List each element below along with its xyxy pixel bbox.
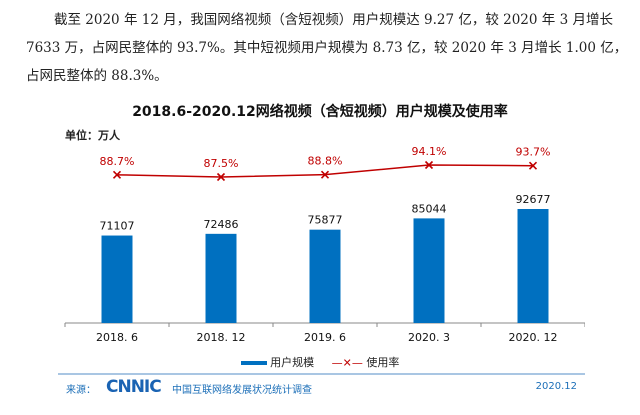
bar-1 xyxy=(205,233,237,323)
line-label-1: 87.5% xyxy=(204,157,239,170)
line-label-0: 88.7% xyxy=(100,155,135,168)
bar-0 xyxy=(101,235,133,323)
x-tick-label-0: 2018. 6 xyxy=(96,331,138,344)
chart-title: 2018.6-2020.12网络视频（含短视频）用户规模及使用率 xyxy=(132,104,508,120)
bar-2 xyxy=(309,229,341,323)
line-marker-0 xyxy=(112,170,122,179)
line-label-3: 94.1% xyxy=(412,145,447,158)
line-label-2: 88.8% xyxy=(308,155,343,168)
footer-divider xyxy=(58,373,585,375)
bar-label-1: 72486 xyxy=(204,218,239,231)
unit-label: 单位：万人 xyxy=(65,129,120,142)
paragraph-line-2: 7633 万，占网民整体的 93.7%。其中短视频用户规模为 8.73 亿，较 … xyxy=(26,40,628,56)
chart-svg: 71107 2018. 6 72486 2018. 12 75877 2019. 6 850… xyxy=(64,145,585,344)
footer: 来源： CNNIC 中国互联网络发展状况统计调查 2020.12 xyxy=(60,377,585,397)
x-tick-label-4: 2020. 12 xyxy=(509,331,558,344)
x-tick-label-2: 2019. 6 xyxy=(304,331,346,344)
x-tick-label-1: 2018. 12 xyxy=(197,331,246,344)
legend: 用户规模 —✕— 使用率 xyxy=(0,354,640,370)
chart-container: 2018.6-2020.12网络视频（含短视频）用户规模及使用率 单位：万人 7… xyxy=(55,95,585,355)
paragraph-line-1: 截至 2020 年 12 月，我国网络视频（含短视频）用户规模达 9.27 亿，… xyxy=(54,12,613,28)
paragraph-line-3: 占网民整体的 88.3%。 xyxy=(26,68,168,84)
line-marker-1 xyxy=(216,172,226,182)
intro-paragraph: 截至 2020 年 12 月，我国网络视频（含短视频）用户规模达 9.27 亿，… xyxy=(26,6,628,90)
legend-bar-swatch xyxy=(240,361,267,365)
legend-bar-label: 用户规模 xyxy=(270,356,315,369)
x-tick-label-3: 2020. 3 xyxy=(408,331,450,344)
survey-name: 中国互联网络发展状况统计调查 xyxy=(172,385,312,396)
legend-line-label: 使用率 xyxy=(366,356,400,369)
source-label: 来源： xyxy=(66,385,96,396)
line-marker-2 xyxy=(320,170,330,179)
line-marker-4 xyxy=(528,161,538,170)
legend-line-swatch: —✕— xyxy=(331,356,363,370)
cnnic-logo: CNNIC xyxy=(106,377,162,397)
bar-label-0: 71107 xyxy=(100,220,135,233)
footer-date: 2020.12 xyxy=(535,381,577,392)
bar-3 xyxy=(413,218,445,323)
bar-label-2: 75877 xyxy=(308,214,343,227)
line-marker-3 xyxy=(424,160,434,170)
bar-4 xyxy=(517,209,549,323)
bar-label-3: 85044 xyxy=(412,202,447,215)
line-label-4: 93.7% xyxy=(516,146,551,159)
bar-label-4: 92677 xyxy=(516,193,551,206)
